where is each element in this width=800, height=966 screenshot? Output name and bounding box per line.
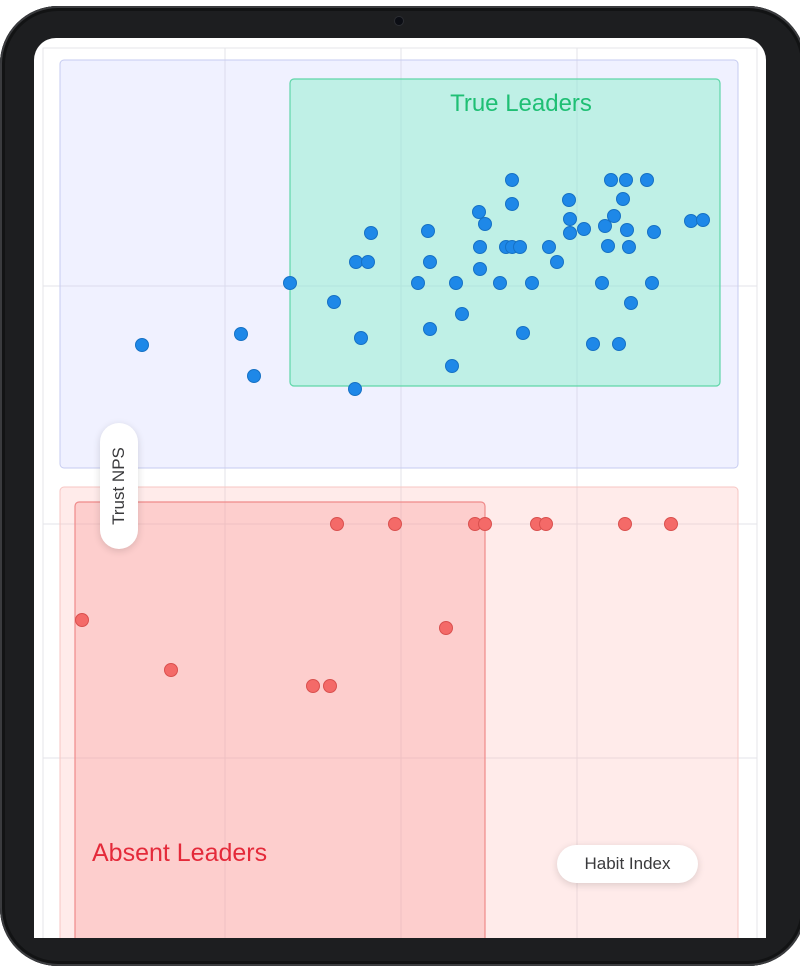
data-point-blue [616,192,630,206]
data-point-blue [622,240,636,254]
data-point-blue [595,276,609,290]
data-point-blue [234,327,248,341]
grid-lines [42,47,758,938]
data-point-blue [516,326,530,340]
data-point-red [323,679,337,693]
data-point-blue [423,255,437,269]
data-point-blue [562,193,576,207]
data-point-blue [620,223,634,237]
data-point-blue [604,173,618,187]
x-axis-label-pill: Habit Index [557,845,698,883]
front-camera [395,17,403,25]
data-point-blue [455,307,469,321]
data-point-blue [135,338,149,352]
data-point-blue [550,255,564,269]
upper-zone-background [59,59,739,469]
data-point-blue [619,173,633,187]
data-point-blue [684,214,698,228]
data-point-blue [607,209,621,223]
data-point-blue [645,276,659,290]
data-point-red [306,679,320,693]
data-point-red [330,517,344,531]
data-point-blue [478,217,492,231]
data-point-blue [354,331,368,345]
data-point-blue [473,262,487,276]
data-point-blue [577,222,591,236]
data-point-blue [601,239,615,253]
lower-zone-background [59,486,739,938]
tablet-screen: True Leaders Absent Leaders Trust NPS Hab… [34,38,766,938]
data-point-blue [505,197,519,211]
data-point-blue [423,322,437,336]
data-point-blue [586,337,600,351]
absent-leaders-region [74,501,486,938]
y-axis-label-pill: Trust NPS [100,423,138,549]
data-point-red [75,613,89,627]
data-point-blue [624,296,638,310]
data-point-red [439,621,453,635]
data-point-blue [449,276,463,290]
data-point-blue [563,226,577,240]
data-point-red [664,517,678,531]
true-leaders-label: True Leaders [450,90,592,117]
data-point-blue [612,337,626,351]
data-point-blue [348,382,362,396]
data-point-blue [505,173,519,187]
data-point-blue [411,276,425,290]
data-point-blue [525,276,539,290]
data-point-blue [421,224,435,238]
data-point-blue [283,276,297,290]
data-point-blue [647,225,661,239]
grid-frame [42,47,758,938]
true-leaders-region [289,78,721,387]
data-point-red [539,517,553,531]
scatter-chart: True Leaders Absent Leaders [42,47,758,938]
data-point-blue [542,240,556,254]
data-point-blue [445,359,459,373]
data-point-red [478,517,492,531]
data-point-blue [472,205,486,219]
data-point-blue [598,219,612,233]
data-point-blue [327,295,341,309]
data-points [75,173,710,693]
leader-regions [59,59,739,938]
absent-leaders-label: Absent Leaders [92,839,267,867]
x-axis-label: Habit Index [584,854,671,873]
data-point-blue [640,173,654,187]
data-point-red [618,517,632,531]
data-point-blue [513,240,527,254]
data-point-blue [364,226,378,240]
data-point-blue [493,276,507,290]
data-point-blue [473,240,487,254]
data-point-blue [349,255,363,269]
data-point-red [388,517,402,531]
data-point-blue [696,213,710,227]
y-axis-label: Trust NPS [109,447,128,525]
data-point-blue [563,212,577,226]
data-point-red [164,663,178,677]
data-point-blue [361,255,375,269]
region-labels: True Leaders Absent Leaders [92,90,592,867]
data-point-blue [247,369,261,383]
